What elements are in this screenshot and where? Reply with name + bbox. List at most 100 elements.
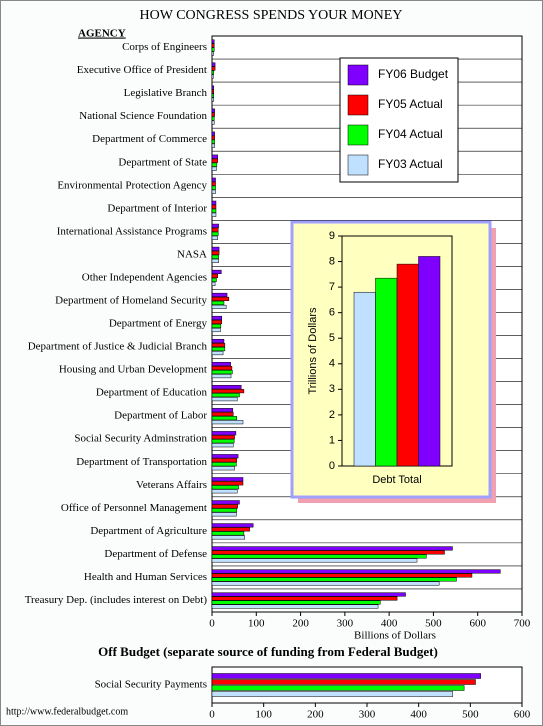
legend-swatch (347, 64, 369, 86)
bar (211, 204, 217, 209)
bar (353, 291, 376, 467)
x-tick-label: 500 (425, 618, 442, 630)
bar (211, 131, 215, 136)
category-label: Social Security Payments (95, 679, 207, 691)
bar (211, 512, 237, 517)
bar (211, 600, 381, 605)
legend-swatch (347, 124, 369, 146)
bar (211, 185, 216, 190)
category-label: Health and Human Services (84, 571, 207, 583)
x-tick-label: 600 (514, 709, 531, 721)
bar (211, 592, 406, 597)
category-label: Other Independent Agencies (82, 271, 207, 283)
x-tick-label: 400 (410, 709, 427, 721)
bar (211, 300, 225, 306)
bar (211, 531, 245, 536)
bar (211, 273, 219, 278)
x-tick-label: 0 (209, 618, 215, 630)
bar (211, 235, 219, 240)
category-label: Housing and Urban Development (59, 364, 207, 376)
bar (211, 189, 216, 194)
bar (211, 558, 418, 563)
bar (211, 250, 220, 255)
bar (211, 573, 473, 578)
category-header: AGENCY (78, 28, 126, 40)
bar (211, 166, 217, 171)
bar (211, 412, 234, 417)
bar (211, 292, 228, 298)
category-label: Legislative Branch (124, 87, 208, 99)
y-tick-label: 9 (329, 230, 335, 242)
bar (211, 277, 217, 282)
bar (211, 569, 501, 574)
legend-label: FY05 Actual (378, 97, 443, 111)
bar (211, 370, 233, 375)
category-label: Department of Agriculture (90, 525, 207, 537)
bar (211, 304, 227, 310)
bar (211, 596, 398, 601)
category-label: Social Security Adminstration (74, 433, 207, 445)
bar (211, 420, 244, 425)
bar (211, 550, 445, 555)
bar (211, 385, 242, 390)
bar (211, 462, 237, 467)
x-tick-label: 100 (255, 709, 272, 721)
category-label: Department of Justice & Judicial Branch (28, 341, 208, 353)
category-label: Department of Commerce (92, 133, 207, 145)
bar (211, 458, 238, 463)
bar (211, 281, 216, 286)
category-label: Department of Education (96, 387, 208, 399)
bar (211, 51, 215, 56)
bar (211, 212, 217, 217)
bar (211, 43, 215, 48)
y-tick-label: 2 (329, 409, 335, 421)
bar (211, 158, 219, 163)
category-label: Department of Interior (107, 202, 207, 214)
bar (211, 162, 218, 167)
category-label: Veterans Affairs (136, 479, 207, 491)
bar (211, 296, 230, 302)
bar (211, 389, 245, 394)
bar (211, 112, 215, 117)
bar (211, 350, 224, 356)
bar (211, 477, 244, 482)
footer-url: http://www.federalbudget.com (6, 706, 128, 717)
bar (211, 139, 215, 144)
bar (211, 679, 476, 685)
bar (211, 500, 240, 505)
bar (211, 439, 235, 444)
bar (211, 315, 222, 321)
bar (211, 97, 215, 102)
bar (211, 327, 221, 333)
bar (211, 393, 240, 398)
bar (211, 416, 238, 421)
bar (211, 323, 222, 329)
off-plot-frame (211, 666, 523, 704)
category-label: Executive Office of President (77, 64, 207, 76)
x-tick-label: 200 (292, 618, 309, 630)
legend-label: FY06 Budget (378, 67, 449, 81)
bar (211, 435, 235, 440)
y-tick-label: 7 (329, 281, 335, 293)
bar (211, 70, 215, 75)
bar (211, 177, 216, 182)
bar (211, 346, 226, 352)
bar (211, 466, 235, 471)
bar (211, 47, 215, 52)
bar (211, 338, 225, 344)
y-axis-label: Trillions of Dollars (307, 307, 319, 395)
y-tick-label: 1 (329, 434, 335, 446)
bar (211, 489, 238, 494)
off-budget-title: Off Budget (separate source of funding f… (98, 644, 438, 659)
bar (211, 481, 244, 486)
legend-label: FY03 Actual (378, 157, 443, 171)
bar (211, 66, 216, 71)
bar (211, 535, 246, 540)
bar (211, 362, 231, 367)
y-tick-label: 6 (329, 307, 335, 319)
bar (211, 366, 233, 371)
y-tick-label: 3 (329, 383, 335, 395)
bar (211, 231, 219, 236)
y-tick-label: 4 (329, 358, 335, 370)
bar (396, 263, 419, 467)
